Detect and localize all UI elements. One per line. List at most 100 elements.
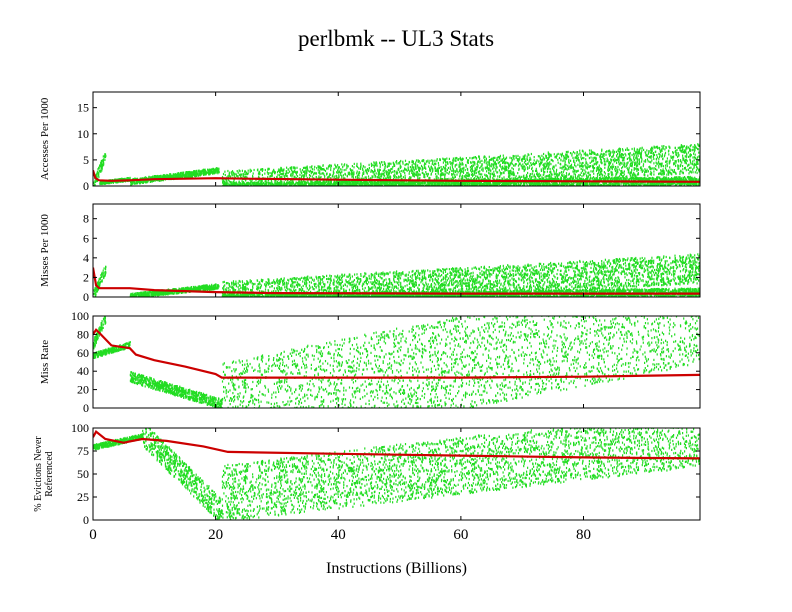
scatter-point bbox=[433, 186, 434, 188]
scatter-point bbox=[541, 158, 544, 161]
scatter-point bbox=[367, 187, 368, 189]
scatter-point bbox=[428, 187, 429, 189]
scatter-point bbox=[326, 187, 327, 189]
scatter-point bbox=[343, 187, 344, 189]
scatter-point bbox=[234, 184, 236, 186]
scatter-point bbox=[642, 177, 644, 180]
scatter-point bbox=[218, 167, 220, 170]
scatter-point bbox=[529, 184, 531, 186]
scatter-point bbox=[333, 188, 334, 190]
scatter-point bbox=[453, 186, 454, 188]
scatter-point bbox=[436, 186, 437, 188]
scatter-point bbox=[638, 177, 640, 180]
scatter-point bbox=[648, 155, 650, 158]
scatter-point bbox=[305, 181, 307, 184]
scatter-point bbox=[568, 178, 570, 181]
scatter-point bbox=[260, 187, 261, 189]
scatter-point bbox=[424, 187, 425, 189]
scatter-point bbox=[580, 177, 583, 180]
scatter-point bbox=[95, 173, 98, 176]
scatter-point bbox=[592, 183, 594, 186]
scatter-point bbox=[259, 188, 260, 190]
scatter-point bbox=[649, 181, 651, 184]
scatter-point bbox=[695, 179, 697, 182]
scatter-point bbox=[293, 187, 294, 189]
scatter-point bbox=[587, 177, 589, 181]
scatter-point bbox=[594, 152, 596, 155]
scatter-point bbox=[487, 186, 488, 188]
scatter-point bbox=[253, 189, 254, 191]
scatter-point bbox=[204, 172, 206, 175]
scatter-point bbox=[245, 188, 246, 190]
scatter-point bbox=[497, 181, 499, 184]
scatter-point bbox=[331, 186, 332, 188]
scatter-point bbox=[336, 187, 337, 189]
scatter-point bbox=[553, 181, 555, 184]
scatter-point bbox=[234, 190, 235, 192]
scatter-point bbox=[312, 188, 313, 190]
scatter-point bbox=[239, 188, 240, 190]
scatter-point bbox=[667, 178, 669, 181]
scatter-point bbox=[100, 170, 102, 173]
scatter-point bbox=[348, 186, 349, 188]
scatter-point bbox=[249, 170, 251, 173]
scatter-point bbox=[582, 182, 584, 185]
scatter-point bbox=[299, 187, 300, 189]
scatter-point bbox=[694, 178, 696, 181]
scatter-point bbox=[156, 175, 158, 178]
scatter-point bbox=[141, 181, 143, 184]
scatter-point bbox=[303, 189, 304, 191]
scatter-point bbox=[637, 177, 639, 180]
scatter-point bbox=[630, 183, 632, 186]
scatter-point bbox=[345, 168, 347, 171]
scatter-point bbox=[190, 172, 192, 175]
scatter-point bbox=[404, 174, 406, 177]
scatter-point bbox=[292, 186, 293, 188]
scatter-point bbox=[303, 189, 304, 191]
scatter-point bbox=[230, 189, 231, 191]
scatter-point bbox=[286, 187, 287, 189]
scatter-point bbox=[315, 188, 316, 190]
scatter-point bbox=[488, 186, 489, 188]
scatter-point bbox=[368, 184, 370, 186]
scatter-point bbox=[518, 183, 520, 186]
scatter-point bbox=[649, 177, 652, 180]
scatter-point bbox=[348, 188, 349, 190]
scatter-point bbox=[664, 177, 666, 180]
scatter-point bbox=[302, 188, 303, 190]
scatter-point bbox=[152, 176, 154, 180]
scatter-point bbox=[397, 186, 398, 188]
scatter-point bbox=[339, 187, 340, 189]
scatter-point bbox=[514, 182, 516, 185]
scatter-point bbox=[322, 180, 324, 183]
scatter-point bbox=[688, 183, 690, 186]
scatter-point bbox=[624, 165, 626, 168]
scatter-point bbox=[456, 187, 457, 189]
scatter-point bbox=[233, 186, 234, 188]
scatter-point bbox=[389, 187, 390, 189]
scatter-point bbox=[665, 160, 667, 163]
scatter-point bbox=[335, 189, 336, 191]
scatter-point bbox=[435, 183, 437, 186]
scatter-point bbox=[252, 187, 253, 189]
scatter-point bbox=[681, 179, 683, 182]
scatter-point bbox=[652, 183, 654, 186]
scatter-point bbox=[659, 182, 662, 185]
scatter-point bbox=[642, 182, 644, 185]
scatter-point bbox=[639, 177, 641, 180]
scatter-point bbox=[241, 186, 242, 188]
scatter-point bbox=[323, 187, 324, 189]
scatter-point bbox=[633, 183, 635, 186]
scatter-point bbox=[154, 179, 156, 182]
scatter-point bbox=[358, 182, 360, 186]
scatter-point bbox=[697, 183, 700, 186]
scatter-point bbox=[281, 188, 282, 190]
scatter-point bbox=[631, 176, 633, 179]
scatter-point bbox=[189, 171, 192, 174]
scatter-point bbox=[368, 182, 370, 185]
scatter-point bbox=[163, 174, 165, 177]
scatter-point bbox=[330, 187, 331, 189]
scatter-point bbox=[625, 183, 627, 186]
scatter-point bbox=[580, 164, 582, 168]
